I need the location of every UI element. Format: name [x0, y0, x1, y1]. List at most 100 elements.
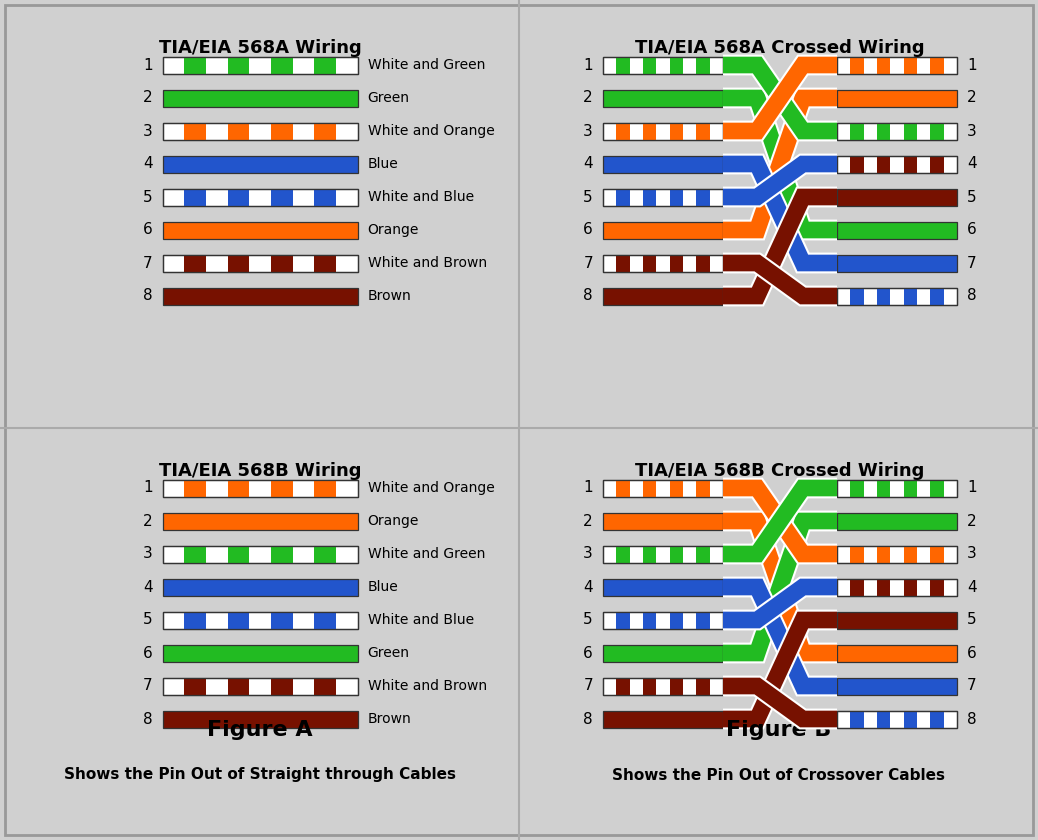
Text: 8: 8 — [583, 711, 593, 727]
Bar — [930, 711, 944, 727]
Bar — [603, 56, 723, 73]
Bar — [837, 287, 957, 304]
Bar — [603, 678, 723, 695]
Bar — [670, 123, 683, 139]
Bar — [643, 123, 656, 139]
Bar — [837, 255, 957, 271]
Text: 3: 3 — [583, 123, 593, 139]
Bar — [643, 678, 656, 695]
Bar — [227, 56, 249, 73]
Bar — [643, 612, 656, 628]
Text: 4: 4 — [143, 156, 153, 171]
Bar — [603, 188, 723, 206]
Bar — [163, 222, 357, 239]
Bar — [315, 678, 336, 695]
Bar — [603, 90, 723, 107]
Text: 3: 3 — [967, 123, 977, 139]
Bar — [904, 579, 917, 596]
Bar — [877, 711, 891, 727]
Bar — [904, 56, 917, 73]
Bar — [837, 287, 957, 304]
Bar — [163, 512, 357, 529]
Bar — [670, 545, 683, 563]
Bar — [877, 155, 891, 172]
Text: Brown: Brown — [367, 289, 411, 303]
Bar — [930, 56, 944, 73]
Bar — [184, 678, 206, 695]
Bar — [837, 545, 957, 563]
Bar — [837, 612, 957, 628]
Bar — [163, 255, 357, 271]
Bar — [837, 711, 957, 727]
Text: 3: 3 — [143, 547, 153, 561]
Bar — [163, 678, 357, 695]
Bar — [904, 480, 917, 496]
Bar — [643, 56, 656, 73]
Bar — [837, 123, 957, 139]
Bar — [227, 480, 249, 496]
Bar — [643, 545, 656, 563]
Bar — [930, 579, 944, 596]
Bar — [850, 123, 864, 139]
Text: White and Brown: White and Brown — [367, 256, 487, 270]
Bar — [837, 56, 957, 73]
Bar — [617, 123, 630, 139]
Bar — [696, 612, 710, 628]
Bar — [271, 480, 293, 496]
Bar — [837, 155, 957, 172]
Bar — [696, 255, 710, 271]
Bar — [163, 612, 357, 628]
Text: TIA/EIA 568A Crossed Wiring: TIA/EIA 568A Crossed Wiring — [635, 39, 925, 57]
Bar — [603, 512, 723, 529]
Bar — [271, 612, 293, 628]
Text: Blue: Blue — [367, 157, 399, 171]
Bar — [603, 123, 723, 139]
Bar — [163, 480, 357, 496]
Bar — [315, 123, 336, 139]
Bar — [271, 255, 293, 271]
Bar — [271, 188, 293, 206]
Bar — [930, 480, 944, 496]
Bar — [603, 255, 723, 271]
Bar — [227, 545, 249, 563]
Bar — [617, 480, 630, 496]
Bar — [617, 56, 630, 73]
Bar — [315, 188, 336, 206]
Bar — [163, 711, 357, 727]
Text: 5: 5 — [583, 190, 593, 204]
Bar — [837, 711, 957, 727]
Bar — [904, 123, 917, 139]
Text: Green: Green — [367, 646, 410, 660]
Bar — [930, 155, 944, 172]
Bar — [617, 255, 630, 271]
Text: 1: 1 — [967, 57, 977, 72]
Text: 4: 4 — [143, 580, 153, 595]
Text: 7: 7 — [143, 679, 153, 694]
Text: 3: 3 — [967, 547, 977, 561]
Text: White and Orange: White and Orange — [367, 481, 494, 495]
Text: White and Brown: White and Brown — [367, 679, 487, 693]
Text: 1: 1 — [583, 57, 593, 72]
Bar — [837, 90, 957, 107]
Text: 6: 6 — [583, 645, 593, 660]
Bar — [163, 287, 357, 304]
Text: 5: 5 — [967, 190, 977, 204]
Bar — [696, 56, 710, 73]
Text: Brown: Brown — [367, 712, 411, 726]
Bar — [315, 545, 336, 563]
Bar — [877, 287, 891, 304]
Bar — [877, 480, 891, 496]
Bar — [227, 188, 249, 206]
Bar — [184, 480, 206, 496]
Bar — [696, 188, 710, 206]
Text: Figure A: Figure A — [208, 720, 312, 740]
Bar — [184, 545, 206, 563]
Text: 2: 2 — [967, 91, 977, 106]
Bar — [271, 545, 293, 563]
Bar — [877, 579, 891, 596]
Text: 3: 3 — [143, 123, 153, 139]
Text: 1: 1 — [143, 480, 153, 496]
Bar — [163, 612, 357, 628]
Text: 6: 6 — [583, 223, 593, 238]
Bar — [163, 155, 357, 172]
